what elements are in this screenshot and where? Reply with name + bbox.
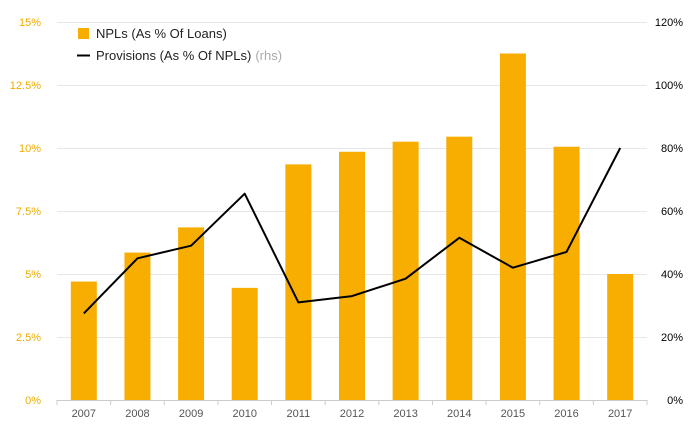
axes: 0% 0% 2.5% 20% 5% 40% 7.5% 60% 10% 80% 12.5% 100% 15… [10,17,683,420]
legend-line-name: Provisions (As % Of NPLs) [96,48,251,63]
x-tick-label: 2013 [393,408,417,420]
npl-bar [446,136,473,400]
legend-bar-label: NPLs (As % Of Loans) [96,26,227,41]
provisions-line [83,147,622,315]
x-tick-label: 2012 [340,408,364,420]
npl-bars [70,53,634,400]
x-tick-label: 2010 [232,408,256,420]
y-right-tick-label: 20% [661,332,683,344]
legend: NPLs (As % Of Loans) Provisions (As % Of… [77,26,282,63]
provisions-line-layer [83,147,622,315]
y-left-tick-label: 7.5% [16,206,41,218]
y-right-tick-label: 120% [655,17,683,29]
npl-bar [70,281,97,400]
npl-bar [499,53,526,400]
npl-bar [231,287,258,400]
npl-bar [124,252,151,400]
y-left-tick-label: 2.5% [16,332,41,344]
x-tick-label: 2009 [179,408,203,420]
y-left-tick-label: 12.5% [10,80,41,92]
y-left-tick-label: 5% [25,269,41,281]
npl-bar [285,164,312,400]
x-tick-label: 2015 [501,408,525,420]
x-tick-label: 2008 [125,408,149,420]
legend-bar-swatch [78,28,89,39]
legend-line-label: Provisions (As % Of NPLs) (rhs) [96,48,282,63]
x-tick-label: 2017 [608,408,632,420]
y-left-tick-label: 0% [25,395,41,407]
npl-bar [178,227,205,400]
y-right-tick-label: 0% [667,395,683,407]
x-tick-label: 2007 [72,408,96,420]
y-right-tick-label: 100% [655,80,683,92]
y-left-tick-label: 15% [19,17,41,29]
y-right-tick-label: 60% [661,206,683,218]
npl-bar [339,151,365,400]
x-tick-label: 2011 [287,408,311,420]
npl-bar [553,146,580,400]
y-right-tick-label: 80% [661,143,683,155]
x-tick-label: 2014 [447,408,471,420]
legend-line-rhs: (rhs) [255,48,282,63]
y-right-tick-label: 40% [661,269,683,281]
npl-bar [607,274,634,400]
y-left-tick-label: 10% [19,143,41,155]
x-tick-label: 2016 [554,408,578,420]
